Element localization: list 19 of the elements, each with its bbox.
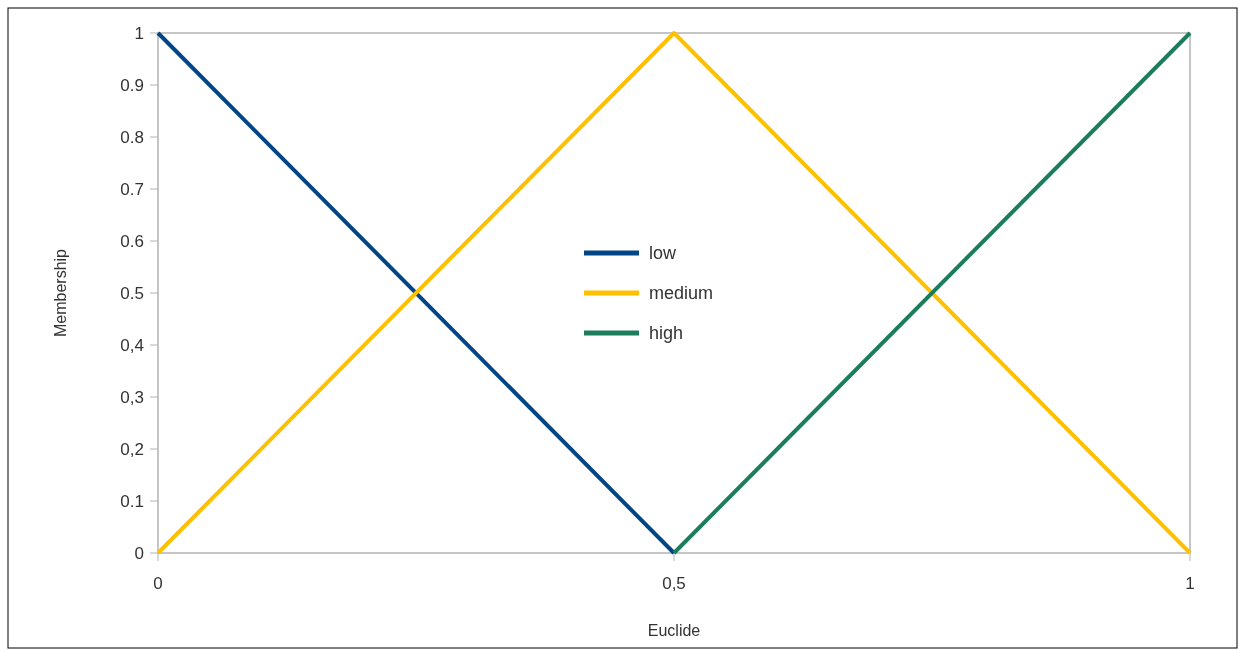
y-tick-label: 0.5 [120, 283, 144, 303]
legend-label: medium [649, 283, 714, 304]
legend-label: high [649, 323, 684, 344]
y-tick-label: 0,2 [120, 439, 144, 459]
y-tick-label: 0.7 [120, 179, 144, 199]
x-tick-label: 1 [1185, 574, 1195, 593]
y-tick-label: 0.1 [120, 491, 144, 511]
y-tick-label: 0,4 [120, 335, 144, 355]
legend-label: low [649, 243, 678, 264]
x-axis-title: Euclide [647, 622, 701, 639]
y-tick-label: 0,3 [120, 387, 144, 407]
y-tick-label: 1 [134, 23, 144, 43]
y-axis-title: Membership [52, 248, 69, 338]
y-tick-label: 0 [134, 543, 144, 563]
y-tick-label: 0.9 [120, 75, 144, 95]
y-tick-label: 0.6 [120, 231, 144, 251]
y-tick-label: 0.8 [120, 127, 144, 147]
x-tick-label: 0 [153, 574, 163, 593]
x-tick-label: 0,5 [662, 574, 686, 593]
